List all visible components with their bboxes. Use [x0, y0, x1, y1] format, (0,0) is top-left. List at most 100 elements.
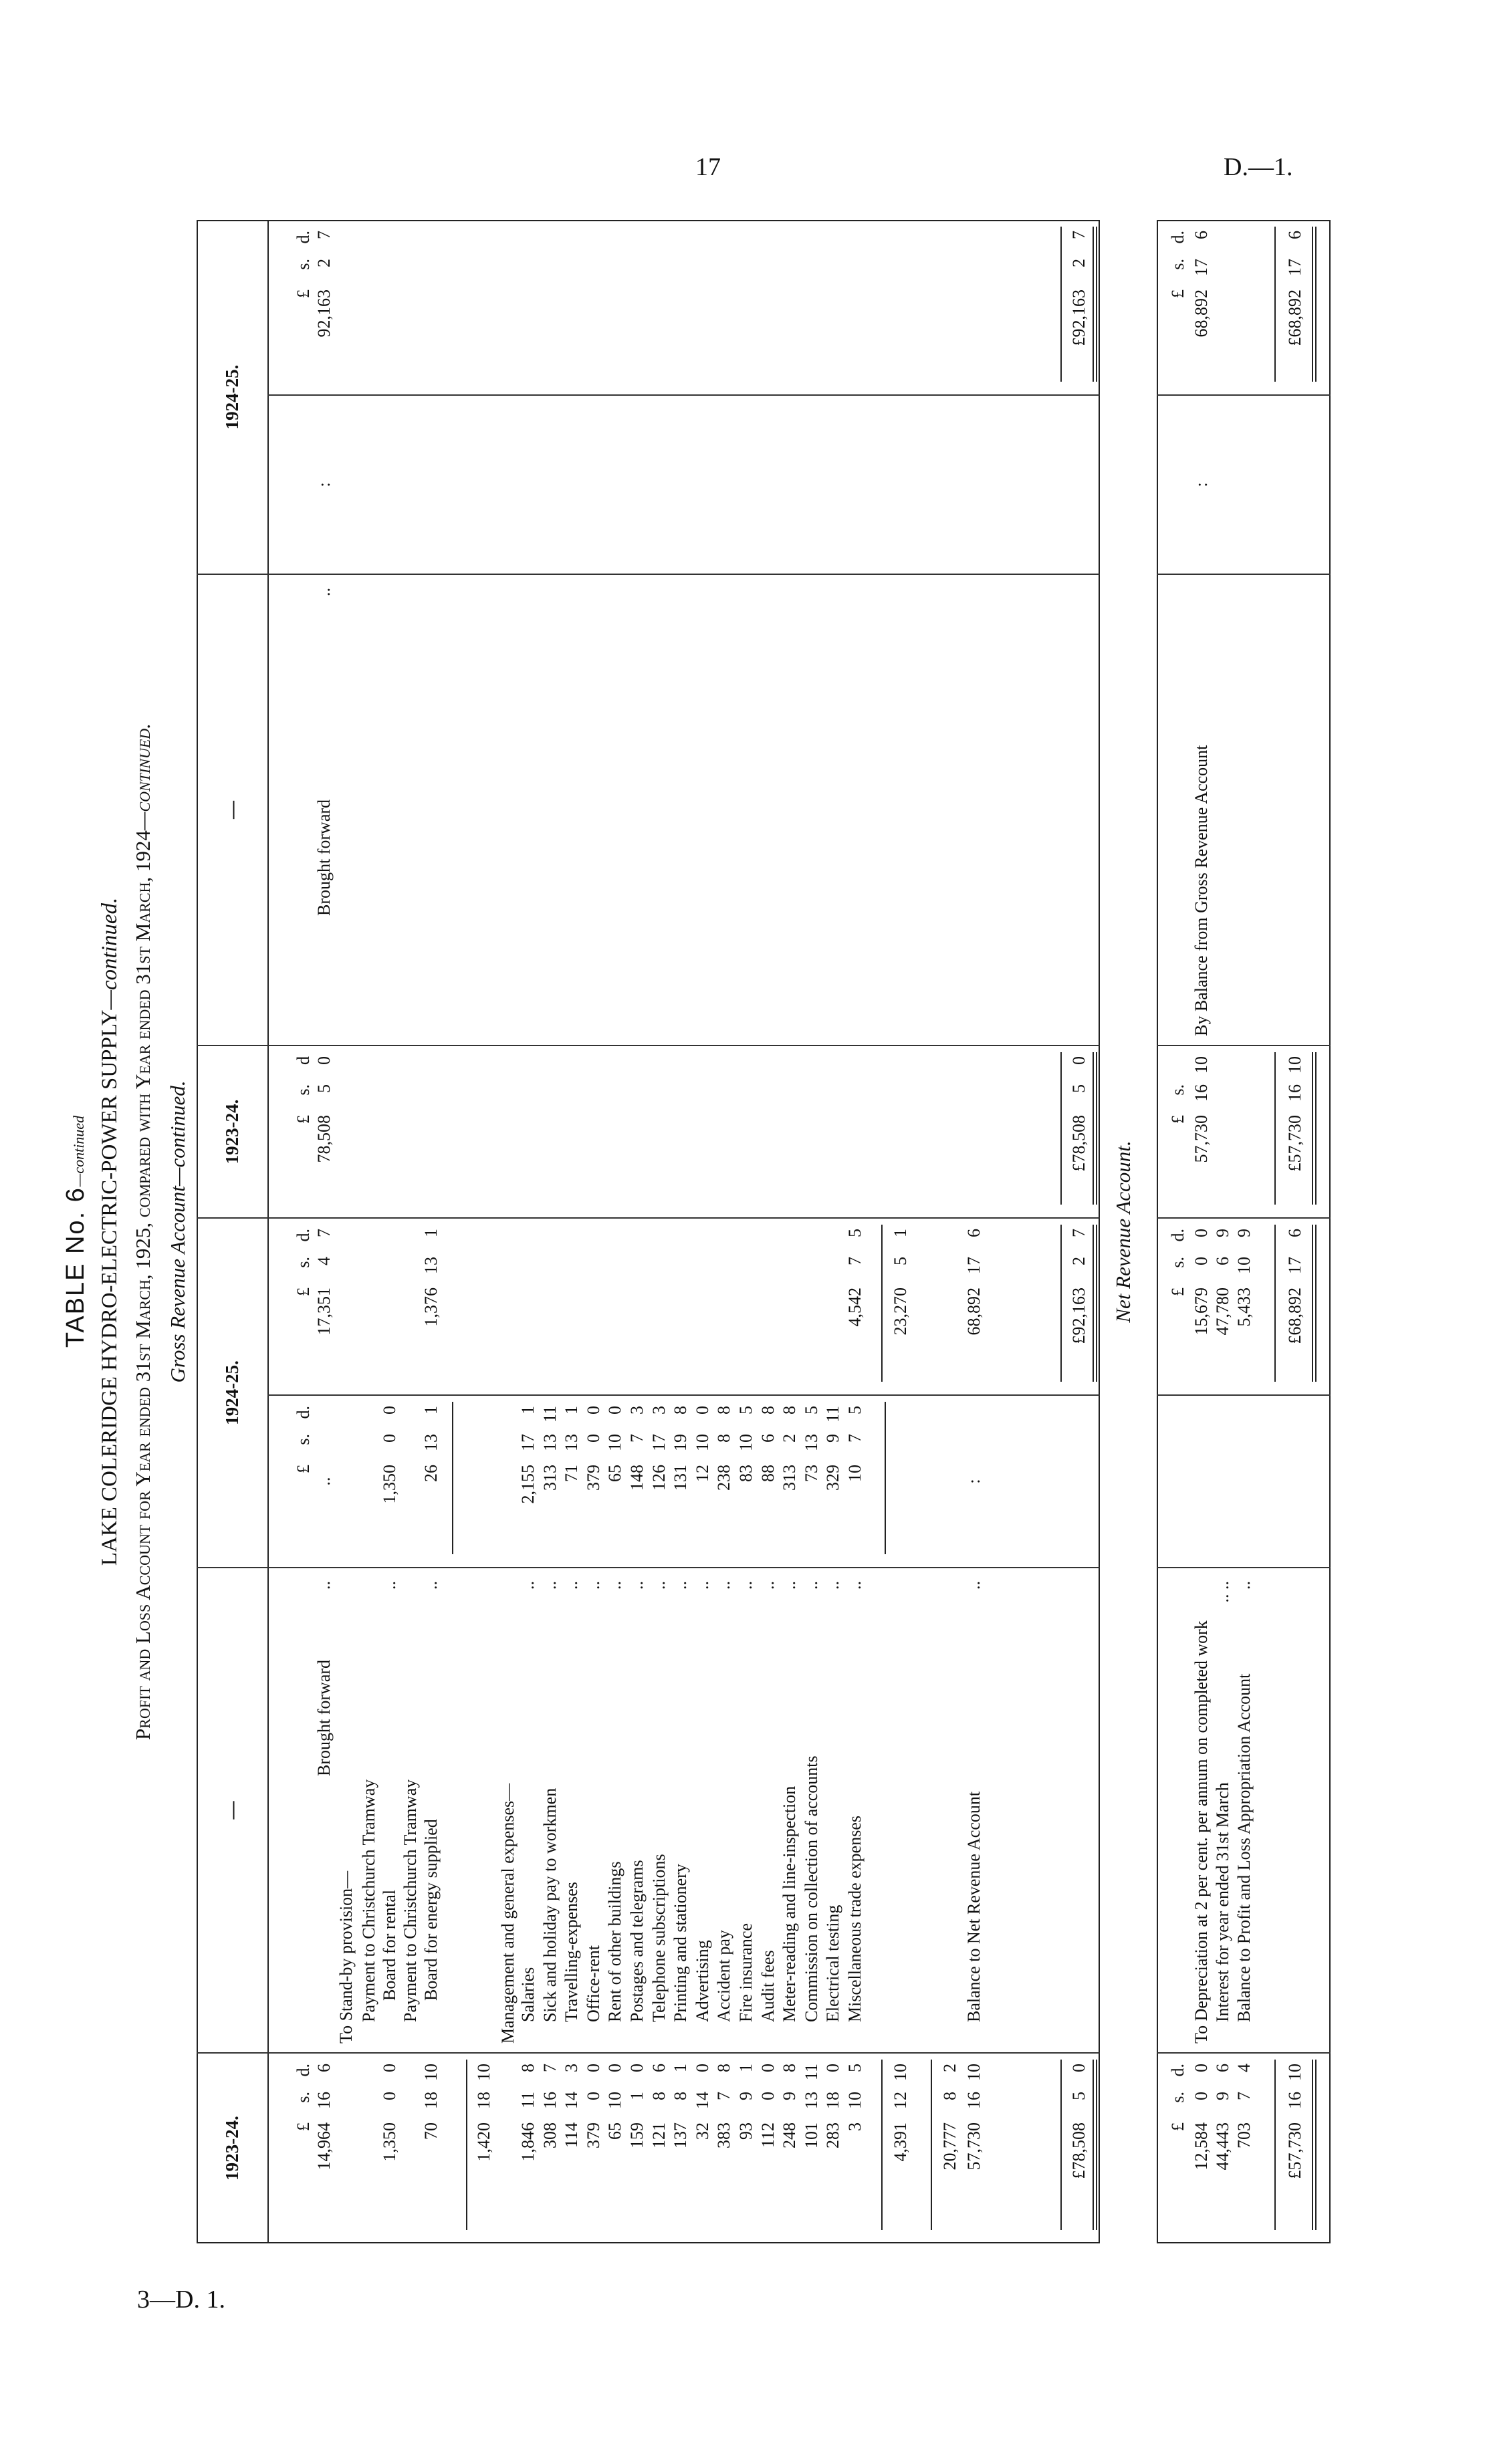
sum-rule	[881, 1225, 883, 1382]
pence: 8	[714, 2064, 733, 2072]
shillings: s.	[1168, 2092, 1187, 2103]
shillings: s.	[1168, 1084, 1187, 1096]
pounds: £68,892	[1285, 289, 1304, 346]
pounds: 308	[540, 2122, 560, 2148]
row-label: Balance to Profit and Loss Appropriation…	[1234, 1673, 1254, 2022]
amount: 4,391 12 10	[890, 2053, 911, 2243]
amount: 703 7 4	[1234, 2053, 1255, 2243]
shillings: 5	[1069, 2092, 1089, 2100]
sum-rule	[1093, 1052, 1094, 1205]
pence: 10	[421, 2064, 441, 2081]
pence: 5	[845, 2064, 865, 2072]
pence: 5	[802, 1406, 821, 1414]
amount: 1,420 18 10	[473, 2053, 495, 2243]
amount: £92,163 2 7	[1068, 220, 1090, 395]
amount: 159 1 0	[626, 2053, 648, 2243]
pounds: 57,730	[1191, 1115, 1211, 1163]
pounds: 70	[421, 2122, 441, 2140]
amount: 313 13 11	[540, 1395, 561, 1568]
pounds: 57,730	[964, 2122, 984, 2171]
pence: 3	[627, 1406, 647, 1414]
pounds: 148	[627, 1465, 647, 1491]
shillings: 16	[1191, 1084, 1211, 1102]
pence: 10	[964, 2064, 984, 2081]
shillings: 2	[1069, 259, 1089, 267]
pounds: £57,730	[1285, 2122, 1304, 2179]
shillings: 14	[693, 2092, 712, 2109]
row-label: Accident pay	[714, 1930, 733, 2022]
row-label: Brought forward	[314, 1659, 334, 1776]
pence: 6	[649, 2064, 669, 2072]
amount: £78,508 5 0	[1068, 1045, 1090, 1218]
continued-note: —continued	[70, 1115, 87, 1187]
row-label: Balance to Net Revenue Account	[964, 1791, 984, 2022]
document-reference: D.—1.	[1224, 153, 1293, 181]
pounds: 14,964	[314, 2122, 334, 2171]
shillings: 9	[1213, 2092, 1232, 2100]
pence: 10	[1191, 1056, 1211, 1074]
pounds: 1,350	[380, 2122, 399, 2162]
shillings: 14	[562, 2092, 581, 2109]
pounds: 248	[780, 2122, 799, 2148]
pence: 1	[518, 1406, 538, 1414]
shillings: 16	[1285, 1084, 1304, 1102]
amount: £57,730 16 10	[1284, 2053, 1306, 2243]
pence: 7	[1069, 231, 1089, 239]
pounds: 379	[584, 2122, 603, 2148]
pounds: 5,433	[1234, 1287, 1254, 1327]
amount: 44,443 9 6	[1212, 2053, 1234, 2243]
pence: 0	[584, 1406, 603, 1414]
shillings: 0	[584, 2092, 603, 2100]
pounds: 68,892	[1191, 289, 1211, 338]
pence: 5	[845, 1406, 865, 1414]
shillings: 9	[780, 2092, 799, 2100]
shillings: 17	[649, 1434, 669, 1451]
pence: 0	[1069, 1056, 1089, 1065]
row-label: Salaries	[518, 1967, 538, 2022]
pence: 8	[758, 1406, 778, 1414]
pounds: £57,730	[1285, 1115, 1304, 1172]
pence: 7	[540, 2064, 560, 2072]
amount: 308 16 7	[540, 2053, 561, 2243]
shillings: 7	[845, 1257, 865, 1265]
shillings: 10	[1234, 1257, 1254, 1274]
pence: d.	[294, 1229, 313, 1242]
sum-rule	[1312, 1225, 1313, 1382]
shillings: 10	[845, 2092, 865, 2109]
shillings: 16	[540, 2092, 560, 2109]
pence: 10	[1285, 2064, 1304, 2081]
pounds: 1,846	[518, 2122, 538, 2162]
shillings: 16	[314, 2092, 334, 2109]
pounds: 12	[693, 1465, 712, 1482]
amount: 112 0 0	[758, 2053, 779, 2243]
amount: 92,163 2 7	[314, 220, 335, 395]
gross-revenue-heading: Gross Revenue Account—continued.	[166, 1080, 189, 1383]
pence: 4	[1234, 2064, 1254, 2072]
amount: 65 10 0	[604, 1395, 626, 1568]
shillings: 7	[714, 2092, 733, 2100]
amount: £ s. d.	[293, 2053, 314, 2243]
shillings: s.	[294, 1434, 313, 1445]
pounds: 1,376	[421, 1287, 441, 1327]
column-header: 1924-25.	[221, 1360, 242, 1425]
shillings: 17	[964, 1257, 984, 1274]
pence: 6	[1213, 2064, 1232, 2072]
shillings: 13	[421, 1434, 441, 1451]
pence	[1167, 1056, 1189, 1084]
pence: 0	[605, 2064, 624, 2072]
row-label: Management and general expenses—	[498, 1783, 518, 2044]
leader-dots: ..	[1234, 1581, 1254, 1590]
amount: 148 7 3	[626, 1395, 648, 1568]
pounds: 1,350	[380, 1465, 399, 1504]
table-number-text: TABLE No. 6	[62, 1187, 90, 1348]
leader-dots: :	[964, 1479, 984, 1484]
shillings: 0	[1191, 1257, 1211, 1265]
amount: 131 19 8	[670, 1395, 691, 1568]
pence: 1	[421, 1229, 441, 1237]
pounds: 3	[845, 2122, 865, 2131]
amount: 78,508 5 0	[314, 1045, 335, 1218]
pence: 6	[1191, 231, 1211, 239]
pounds: 1,420	[474, 2122, 493, 2162]
leader-dots: ..	[540, 1581, 560, 1590]
